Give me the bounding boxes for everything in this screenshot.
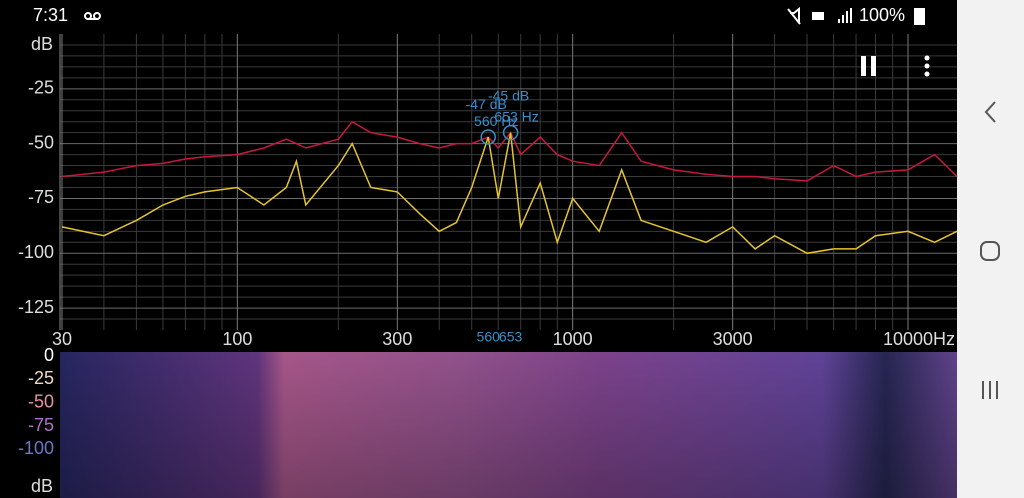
x-tick-label: 10000Hz (883, 329, 955, 349)
recents-button[interactable] (982, 381, 998, 399)
mute-icon (787, 6, 801, 25)
battery-text: 100% (859, 5, 905, 25)
peak-db-label: -45 dB (488, 87, 529, 103)
peak-axis-label: 653 (499, 329, 523, 345)
peak-hz-label: 653 Hz (494, 108, 538, 124)
peak-marker (480, 129, 496, 145)
signal-icon (812, 8, 852, 23)
x-tick-label: 1000 (553, 329, 593, 349)
spectrogram-tick-label: -50 (28, 391, 54, 411)
spectrogram-tick-label: -25 (28, 368, 54, 388)
back-button[interactable] (984, 101, 996, 123)
y-tick-label: -125 (18, 297, 54, 317)
peak-marker (502, 124, 519, 141)
spectrogram-tick-label: -75 (28, 415, 54, 435)
menu-button[interactable] (924, 55, 930, 77)
home-button[interactable] (980, 241, 1000, 261)
pause-button[interactable] (861, 56, 876, 76)
spectrogram-tick-label: 0 (44, 345, 54, 365)
x-tick-label: 30 (52, 329, 72, 349)
spectrogram-tick-label: -100 (18, 438, 54, 458)
x-tick-label: 300 (382, 329, 412, 349)
spectrum-line (61, 120, 958, 182)
spectrogram-shade (60, 352, 957, 498)
y-tick-label: -100 (18, 242, 54, 262)
y-tick-label: -50 (28, 132, 54, 152)
y-tick-label: -25 (28, 78, 54, 98)
peak-db-label: -47 dB (466, 96, 507, 112)
y-axis-label: dB (31, 34, 53, 54)
peak-hz-label: 560 Hz (474, 113, 518, 129)
nav-bar (957, 0, 1024, 498)
battery-icon (914, 8, 925, 25)
spectrum-line (61, 132, 958, 255)
status-time: 7:31 (33, 5, 68, 25)
spectrogram-unit: dB (31, 476, 53, 496)
x-tick-label: 100 (222, 329, 252, 349)
peak-axis-label: 560 (477, 329, 501, 345)
y-tick-label: -75 (28, 187, 54, 207)
voicemail-icon (84, 12, 101, 20)
x-tick-label: 3000 (713, 329, 753, 349)
